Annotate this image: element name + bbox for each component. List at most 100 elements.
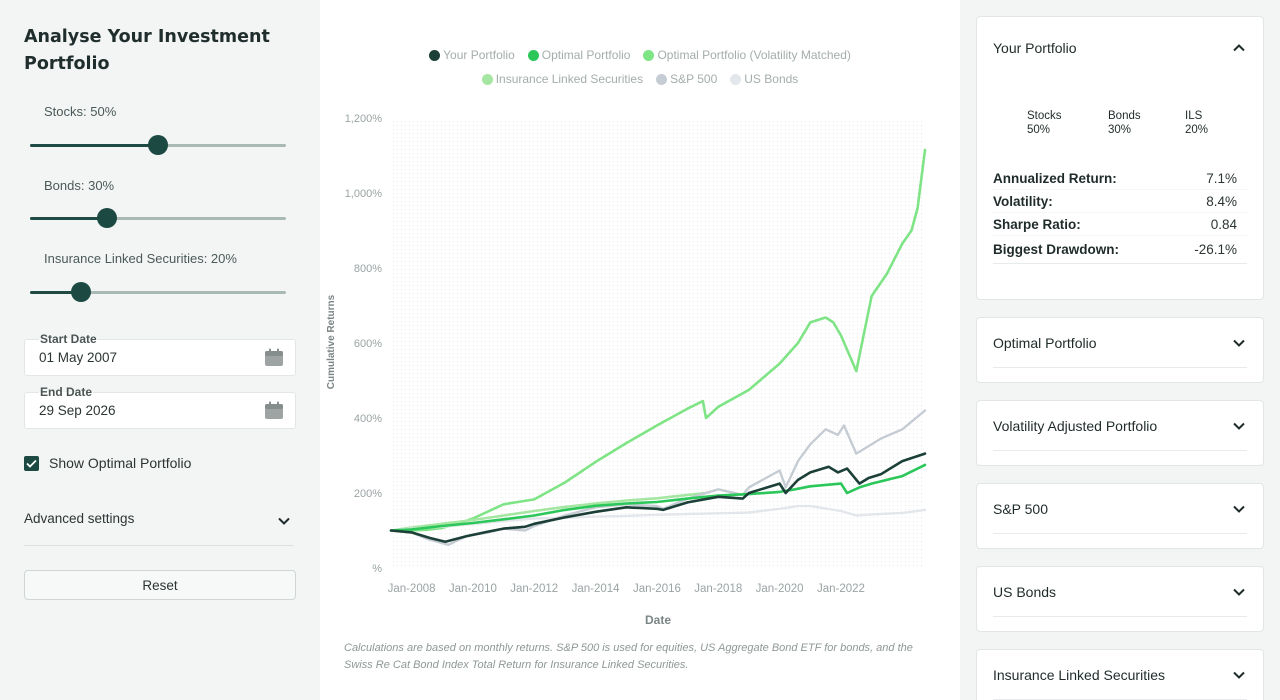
- start-date-label: Start Date: [39, 332, 98, 346]
- legend-item-volatility-matched[interactable]: Optimal Portfolio (Volatility Matched): [643, 48, 851, 62]
- end-date-value: 29 Sep 2026: [39, 403, 116, 418]
- results-panel: Your Portfolio Stocks 50% Bonds 30% ILS …: [960, 0, 1280, 700]
- show-optimal-toggle[interactable]: Show Optimal Portfolio: [24, 455, 191, 471]
- advanced-settings-label: Advanced settings: [24, 511, 135, 526]
- y-tick-label: %: [372, 563, 382, 575]
- stat-row-volatility: Volatility: 8.4%: [993, 190, 1247, 213]
- page-title: Analyse Your Investment Portfolio: [24, 27, 270, 74]
- legend-label: Optimal Portfolio: [541, 48, 631, 62]
- series-line-your-portfolio[interactable]: [389, 452, 927, 544]
- plot-area: [391, 118, 925, 568]
- chevron-down-icon: [1233, 671, 1245, 679]
- volatility-adjusted-header[interactable]: Volatility Adjusted Portfolio: [977, 401, 1263, 450]
- stat-row-annualized-return: Annualized Return: 7.1%: [993, 167, 1247, 190]
- card-title: Your Portfolio: [993, 40, 1077, 56]
- x-axis-label: Date: [645, 613, 671, 627]
- reset-button[interactable]: Reset: [24, 570, 296, 600]
- sp500-card[interactable]: S&P 500: [976, 483, 1264, 549]
- card-title: US Bonds: [993, 583, 1057, 600]
- chevron-down-icon: [278, 517, 290, 525]
- card-title: Volatility Adjusted Portfolio: [993, 417, 1158, 434]
- returns-chart: % 200% 400% 600% 800% 1,000% 1,200% Jan-2008 Ja…: [326, 113, 927, 627]
- stat-row-biggest-drawdown: Biggest Drawdown: -26.1%: [993, 236, 1247, 264]
- ils-slider[interactable]: [30, 282, 286, 302]
- end-date-field[interactable]: End Date 29 Sep 2026: [24, 385, 296, 429]
- legend-item-your-portfolio[interactable]: Your Portfolio: [429, 48, 515, 62]
- y-tick-label: 800%: [354, 263, 382, 275]
- legend-item-ils[interactable]: Insurance Linked Securities: [481, 72, 644, 86]
- sp500-header[interactable]: S&P 500: [977, 484, 1263, 533]
- start-date-field[interactable]: Start Date 01 May 2007: [24, 332, 296, 376]
- y-tick-label: 400%: [354, 413, 382, 425]
- allocation-ils: ILS 20%: [1185, 110, 1209, 136]
- y-tick-label: 200%: [354, 488, 382, 500]
- x-tick-label: Jan-2020: [756, 583, 804, 595]
- bonds-slider-label: Bonds: 30%: [44, 178, 115, 193]
- series-line-insurance-linked-securities[interactable]: [389, 491, 708, 532]
- start-date-value: 01 May 2007: [39, 350, 118, 365]
- check-icon: [26, 459, 37, 468]
- your-portfolio-card: Your Portfolio Stocks 50% Bonds 30% ILS …: [976, 16, 1264, 300]
- advanced-settings-toggle[interactable]: Advanced settings: [24, 511, 294, 546]
- chart-footnote: Calculations are based on monthly return…: [344, 642, 913, 671]
- allocation-summary: Stocks 50% Bonds 30% ILS 20%: [1027, 109, 1263, 137]
- series-line-optimal-portfolio[interactable]: [389, 463, 927, 532]
- legend-swatch: [481, 73, 493, 85]
- ils-header[interactable]: Insurance Linked Securities: [977, 650, 1263, 699]
- bonds-slider-group: Bonds: 30%: [44, 178, 114, 193]
- chevron-up-icon: [1233, 44, 1245, 52]
- card-title: Optimal Portfolio: [993, 334, 1097, 351]
- y-tick-label: 600%: [354, 338, 382, 350]
- legend-label: US Bonds: [744, 72, 799, 86]
- x-tick-label: Jan-2018: [694, 583, 742, 595]
- calendar-icon[interactable]: [264, 348, 284, 367]
- chevron-down-icon: [1233, 339, 1245, 347]
- legend-label: S&P 500: [670, 72, 718, 86]
- show-optimal-checkbox[interactable]: [24, 455, 39, 471]
- stocks-slider[interactable]: [30, 135, 286, 155]
- x-tick-label: Jan-2016: [633, 583, 681, 595]
- legend-item-optimal-portfolio[interactable]: Optimal Portfolio: [527, 48, 631, 62]
- allocation-stocks: Stocks 50%: [1027, 110, 1062, 136]
- chevron-down-icon: [1233, 505, 1245, 513]
- x-tick-label: Jan-2022: [817, 583, 865, 595]
- x-tick-label: Jan-2008: [388, 583, 436, 595]
- ils-slider-label: Insurance Linked Securities: 20%: [44, 251, 237, 266]
- us-bonds-header[interactable]: US Bonds: [977, 567, 1263, 616]
- chevron-down-icon: [1233, 588, 1245, 596]
- x-tick-label: Jan-2012: [510, 583, 558, 595]
- card-title: Insurance Linked Securities: [993, 666, 1165, 683]
- x-tick-label: Jan-2010: [449, 583, 497, 595]
- us-bonds-card[interactable]: US Bonds: [976, 566, 1264, 632]
- legend-label: Insurance Linked Securities: [495, 72, 644, 86]
- stat-row-sharpe-ratio: Sharpe Ratio: 0.84: [993, 213, 1247, 236]
- stocks-slider-thumb[interactable]: [148, 135, 168, 155]
- legend-label: Optimal Portfolio (Volatility Matched): [657, 48, 851, 62]
- legend-swatch: [730, 73, 742, 85]
- legend-swatch: [643, 49, 655, 61]
- bonds-slider-thumb[interactable]: [97, 208, 117, 228]
- allocation-bonds: Bonds 30%: [1108, 110, 1141, 136]
- legend-item-us-bonds[interactable]: US Bonds: [730, 72, 798, 86]
- volatility-adjusted-card[interactable]: Volatility Adjusted Portfolio: [976, 400, 1264, 466]
- legend-swatch: [527, 49, 539, 61]
- stocks-slider-group: Stocks: 50%: [44, 104, 116, 119]
- chevron-down-icon: [1233, 422, 1245, 430]
- stocks-slider-label: Stocks: 50%: [44, 104, 117, 119]
- bonds-slider[interactable]: [30, 208, 286, 228]
- series-line-us-bonds[interactable]: [389, 504, 927, 532]
- ils-slider-thumb[interactable]: [71, 282, 91, 302]
- optimal-portfolio-card[interactable]: Optimal Portfolio: [976, 317, 1264, 383]
- x-tick-label: Jan-2014: [572, 583, 621, 595]
- chart-legend-row-2: Insurance Linked Securities S&P 500 US B…: [320, 72, 960, 86]
- portfolio-stats: Annualized Return: 7.1% Volatility: 8.4%…: [977, 167, 1263, 264]
- ils-card[interactable]: Insurance Linked Securities: [976, 649, 1264, 700]
- chart-panel: Your Portfolio Optimal Portfolio Optimal…: [320, 0, 960, 700]
- legend-swatch: [656, 73, 668, 85]
- calendar-icon[interactable]: [264, 401, 284, 420]
- legend-item-sp500[interactable]: S&P 500: [656, 72, 717, 86]
- legend-label: Your Portfolio: [443, 48, 515, 62]
- your-portfolio-header[interactable]: Your Portfolio: [977, 17, 1263, 79]
- optimal-portfolio-header[interactable]: Optimal Portfolio: [977, 318, 1263, 367]
- show-optimal-label: Show Optimal Portfolio: [49, 455, 192, 471]
